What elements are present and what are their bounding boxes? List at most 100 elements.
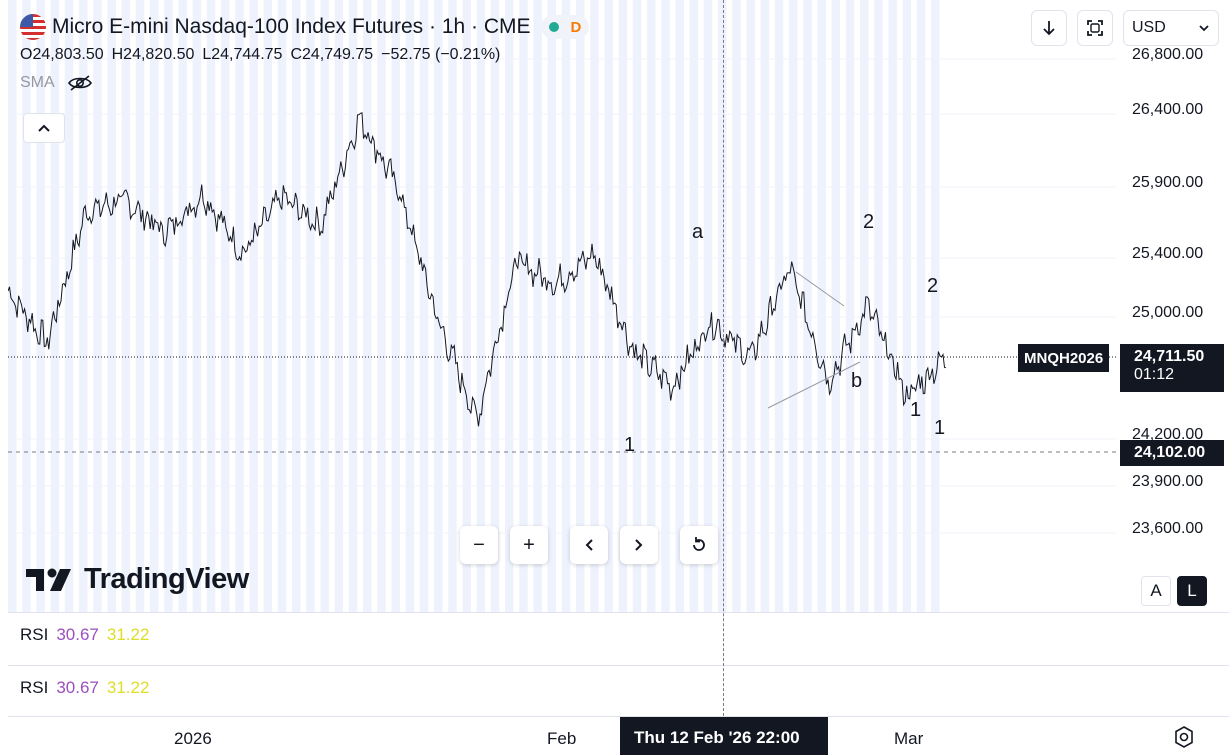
session-band (50, 0, 60, 612)
tradingview-logo[interactable]: TradingView (26, 563, 249, 596)
session-band (888, 0, 897, 612)
session-band (292, 0, 301, 612)
session-band (79, 0, 88, 612)
rsi-value: 30.67 (56, 678, 99, 697)
session-band (64, 0, 74, 612)
session-band (221, 0, 230, 612)
trendline-upper (795, 271, 845, 307)
session-band (632, 0, 642, 612)
rsi-value: 30.67 (56, 625, 99, 644)
crosshair-time-label: Thu 12 Feb '26 22:00 (620, 717, 828, 755)
session-band (164, 0, 173, 612)
session-band (689, 0, 699, 612)
session-band (774, 0, 784, 612)
rsi-pane[interactable]: RSI 30.67 31.22 (8, 612, 1229, 665)
reset-chart-button[interactable] (680, 526, 718, 564)
price-chart[interactable]: 1 a b 2 1 2 1 (8, 0, 1116, 612)
wave-label: 1 (624, 434, 635, 456)
currency-select[interactable]: USD (1123, 10, 1219, 46)
price-tick: 23,900.00 (1132, 473, 1204, 490)
rsi-ma-value: 31.22 (106, 625, 150, 644)
session-band (22, 0, 31, 612)
sma-indicator-row[interactable]: SMA (20, 74, 589, 92)
log-scale-button[interactable]: L (1177, 576, 1207, 606)
zoom-in-button[interactable]: + (510, 526, 548, 564)
session-band (874, 0, 883, 612)
fullscreen-icon (1087, 20, 1103, 36)
wave-label: 2 (927, 275, 938, 297)
session-band (675, 0, 684, 612)
current-price-label: 24,711.50 01:12 (1120, 344, 1224, 392)
price-chart-svg[interactable]: 1 a b 2 1 2 1 (8, 0, 1116, 612)
session-band (533, 0, 542, 612)
chevron-up-icon (38, 124, 50, 132)
session-band (192, 0, 202, 612)
time-axis[interactable]: 2026 Feb Mar Thu 12 Feb '26 22:00 (8, 716, 1229, 755)
session-band (789, 0, 798, 612)
scroll-right-button[interactable] (620, 526, 658, 564)
collapse-legend-button[interactable] (23, 113, 65, 143)
session-band (235, 0, 244, 612)
price-tick: 26,400.00 (1132, 101, 1204, 118)
session-band (462, 0, 471, 612)
price-tick: 26,800.00 (1132, 46, 1204, 63)
price-tick: 25,900.00 (1132, 174, 1204, 191)
session-band (490, 0, 500, 612)
session-band (590, 0, 599, 612)
symbol-tag: MNQH2026 (1018, 344, 1110, 372)
rsi-legend: RSI 30.67 31.22 (20, 625, 149, 645)
price-tick: 24,200.00 (1132, 426, 1204, 443)
price-tick: 23,600.00 (1132, 520, 1204, 537)
market-status[interactable]: D (540, 15, 590, 39)
rsi-pane[interactable]: RSI 30.67 31.22 (8, 665, 1229, 716)
price-tick: 25,400.00 (1132, 245, 1204, 262)
session-band (505, 0, 514, 612)
session-band (576, 0, 585, 612)
gear-icon[interactable] (1172, 725, 1196, 749)
price-axis[interactable]: 26,800.00 26,400.00 25,900.00 25,400.00 … (1116, 0, 1229, 612)
session-band (561, 0, 571, 612)
session-band (277, 0, 287, 612)
scale-mode-buttons: A L (1141, 576, 1207, 606)
time-tick: Feb (547, 729, 577, 748)
chevron-right-icon (635, 539, 643, 551)
session-band (803, 0, 812, 612)
session-band (306, 0, 315, 612)
rsi-legend: RSI 30.67 31.22 (20, 678, 149, 698)
session-band (845, 0, 855, 612)
session-band (476, 0, 486, 612)
chart-nav-controls: − + (460, 526, 718, 564)
session-band (434, 0, 443, 612)
high-value: H24,820.50 (111, 46, 195, 63)
session-band (618, 0, 628, 612)
brand-name: TradingView (84, 563, 249, 595)
wave-label: 2 (863, 211, 874, 233)
session-band (448, 0, 457, 612)
chevron-down-icon (1199, 25, 1209, 32)
session-band (107, 0, 116, 612)
symbol-title[interactable]: Micro E-mini Nasdaq-100 Index Futures · … (52, 15, 531, 38)
open-value: O24,803.50 (20, 46, 104, 63)
session-band (718, 0, 727, 612)
reset-icon (693, 537, 705, 551)
arrow-down-icon (1043, 21, 1055, 36)
session-band (377, 0, 386, 612)
session-band (150, 0, 159, 612)
wave-label: b (851, 370, 862, 392)
session-band (8, 0, 17, 612)
session-band (547, 0, 557, 612)
session-band (348, 0, 358, 612)
auto-scale-button[interactable]: A (1141, 576, 1171, 606)
session-band (320, 0, 329, 612)
crosshair-vertical-line (723, 0, 724, 716)
rsi-label: RSI (20, 625, 49, 644)
us-flag-icon (20, 14, 46, 40)
crosshair-price-label: 24,102.00 (1120, 440, 1224, 466)
fullscreen-button[interactable] (1077, 10, 1113, 46)
hidden-eye-icon[interactable] (67, 74, 93, 92)
scroll-left-button[interactable] (570, 526, 608, 564)
zoom-out-button[interactable]: − (460, 526, 498, 564)
download-button[interactable] (1031, 10, 1067, 46)
session-band (519, 0, 528, 612)
session-band (732, 0, 741, 612)
